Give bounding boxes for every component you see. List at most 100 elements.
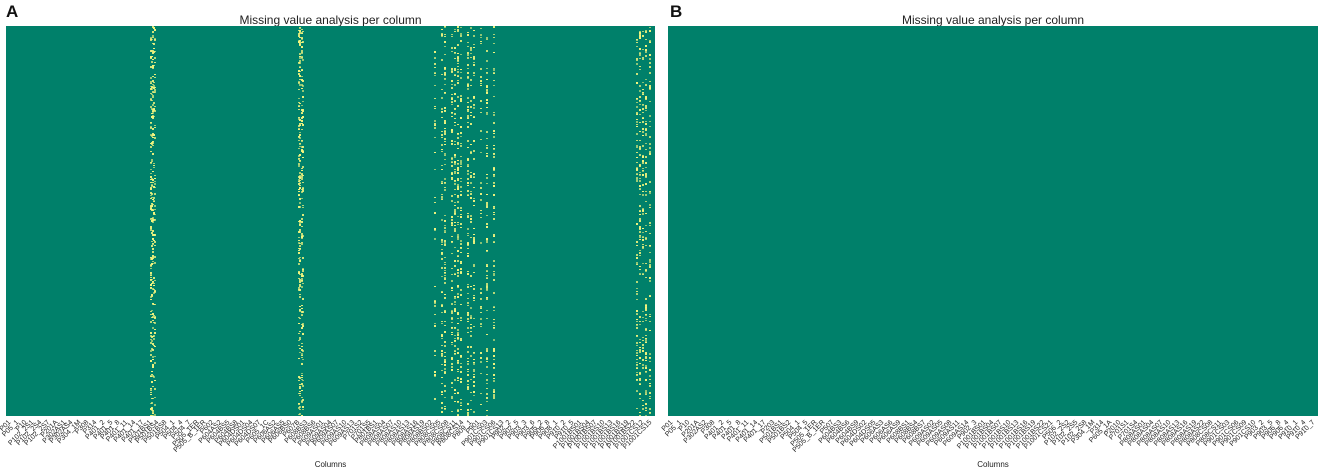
missing-cell — [302, 124, 304, 126]
missing-cell — [645, 407, 647, 409]
missing-cell — [467, 170, 469, 172]
missing-cell — [639, 342, 641, 343]
missing-cell — [441, 312, 443, 313]
missing-cell — [150, 274, 152, 275]
missing-cell — [480, 85, 482, 86]
missing-cell — [639, 186, 641, 187]
missing-cell — [480, 326, 482, 327]
missing-cell — [649, 225, 651, 226]
missing-cell — [460, 98, 462, 100]
missing-cell — [454, 93, 456, 95]
missing-cell — [480, 318, 482, 320]
missing-cell — [454, 301, 456, 303]
missing-cell — [636, 168, 638, 170]
missing-cell — [451, 71, 453, 73]
missing-cell — [299, 124, 301, 125]
missing-cell — [642, 273, 644, 274]
missing-cell — [457, 172, 459, 174]
missing-cell — [451, 363, 453, 365]
missing-cell — [441, 59, 443, 61]
missing-cell — [454, 180, 456, 181]
missing-cell — [298, 380, 300, 381]
missing-cell — [460, 355, 462, 357]
missing-cell — [454, 68, 456, 70]
missing-cell — [150, 287, 152, 288]
missing-cell — [150, 122, 152, 123]
missing-cell — [493, 154, 495, 155]
missing-cell — [473, 177, 475, 178]
missing-cell — [434, 301, 436, 303]
missing-cell — [151, 279, 153, 280]
missing-cell — [151, 193, 153, 195]
missing-cell — [457, 66, 459, 67]
missing-cell — [642, 35, 644, 36]
missing-cell — [150, 392, 152, 393]
missing-cell — [301, 105, 303, 106]
missing-cell — [451, 140, 453, 142]
missing-cell — [301, 53, 303, 54]
missing-cell — [441, 353, 443, 354]
missing-cell — [441, 276, 443, 277]
missing-cell — [457, 250, 459, 252]
missing-cell — [454, 230, 456, 232]
missing-cell — [153, 240, 155, 241]
missing-cell — [298, 106, 300, 107]
missing-cell — [486, 277, 488, 279]
missing-cell — [451, 216, 453, 218]
missing-cell — [301, 29, 303, 30]
missing-cell — [645, 183, 647, 185]
missing-cell — [470, 275, 472, 277]
missing-cell — [645, 39, 647, 40]
missing-cell — [639, 131, 641, 132]
missing-cell — [470, 152, 472, 154]
missing-cell — [301, 69, 303, 71]
missing-cell — [642, 359, 644, 361]
missing-cell — [152, 327, 154, 329]
missing-cell — [493, 26, 495, 28]
missing-cell — [299, 229, 301, 230]
missing-cell — [649, 115, 651, 117]
missing-cell — [649, 353, 651, 355]
missing-cell — [302, 207, 304, 208]
missing-cell — [470, 100, 472, 102]
missing-cell — [454, 274, 456, 275]
missing-cell — [451, 268, 453, 269]
missing-cell — [470, 112, 472, 113]
missing-cell — [467, 140, 469, 142]
missing-cell — [639, 380, 641, 381]
missing-cell — [639, 273, 641, 274]
missing-cell — [486, 138, 488, 139]
missing-cell — [299, 339, 301, 340]
missing-cell — [457, 318, 459, 319]
missing-cell — [639, 415, 641, 416]
missing-cell — [150, 311, 152, 312]
missing-cell — [152, 366, 154, 368]
missing-cell — [639, 34, 641, 35]
missing-cell — [480, 34, 482, 36]
missing-cell — [151, 408, 153, 410]
missing-cell — [493, 80, 495, 81]
missing-cell — [639, 48, 641, 50]
missing-cell — [301, 47, 303, 48]
missing-cell — [434, 169, 436, 170]
missing-cell — [454, 265, 456, 267]
missing-cell — [467, 110, 469, 112]
missing-cell — [457, 71, 459, 73]
missing-cell — [467, 374, 469, 376]
missing-cell — [444, 321, 446, 322]
missing-cell — [493, 122, 495, 124]
missing-cell — [434, 137, 436, 138]
missing-cell — [645, 162, 647, 164]
missing-cell — [444, 264, 446, 265]
missing-cell — [299, 177, 301, 179]
missing-cell — [444, 110, 446, 111]
missing-cell — [473, 105, 475, 106]
missing-cell — [470, 182, 472, 184]
missing-cell — [486, 72, 488, 73]
missing-cell — [493, 43, 495, 44]
missing-cell — [467, 284, 469, 285]
missing-cell — [152, 37, 154, 38]
missing-cell — [486, 174, 488, 175]
missing-cell — [154, 292, 156, 293]
missing-cell — [480, 210, 482, 211]
